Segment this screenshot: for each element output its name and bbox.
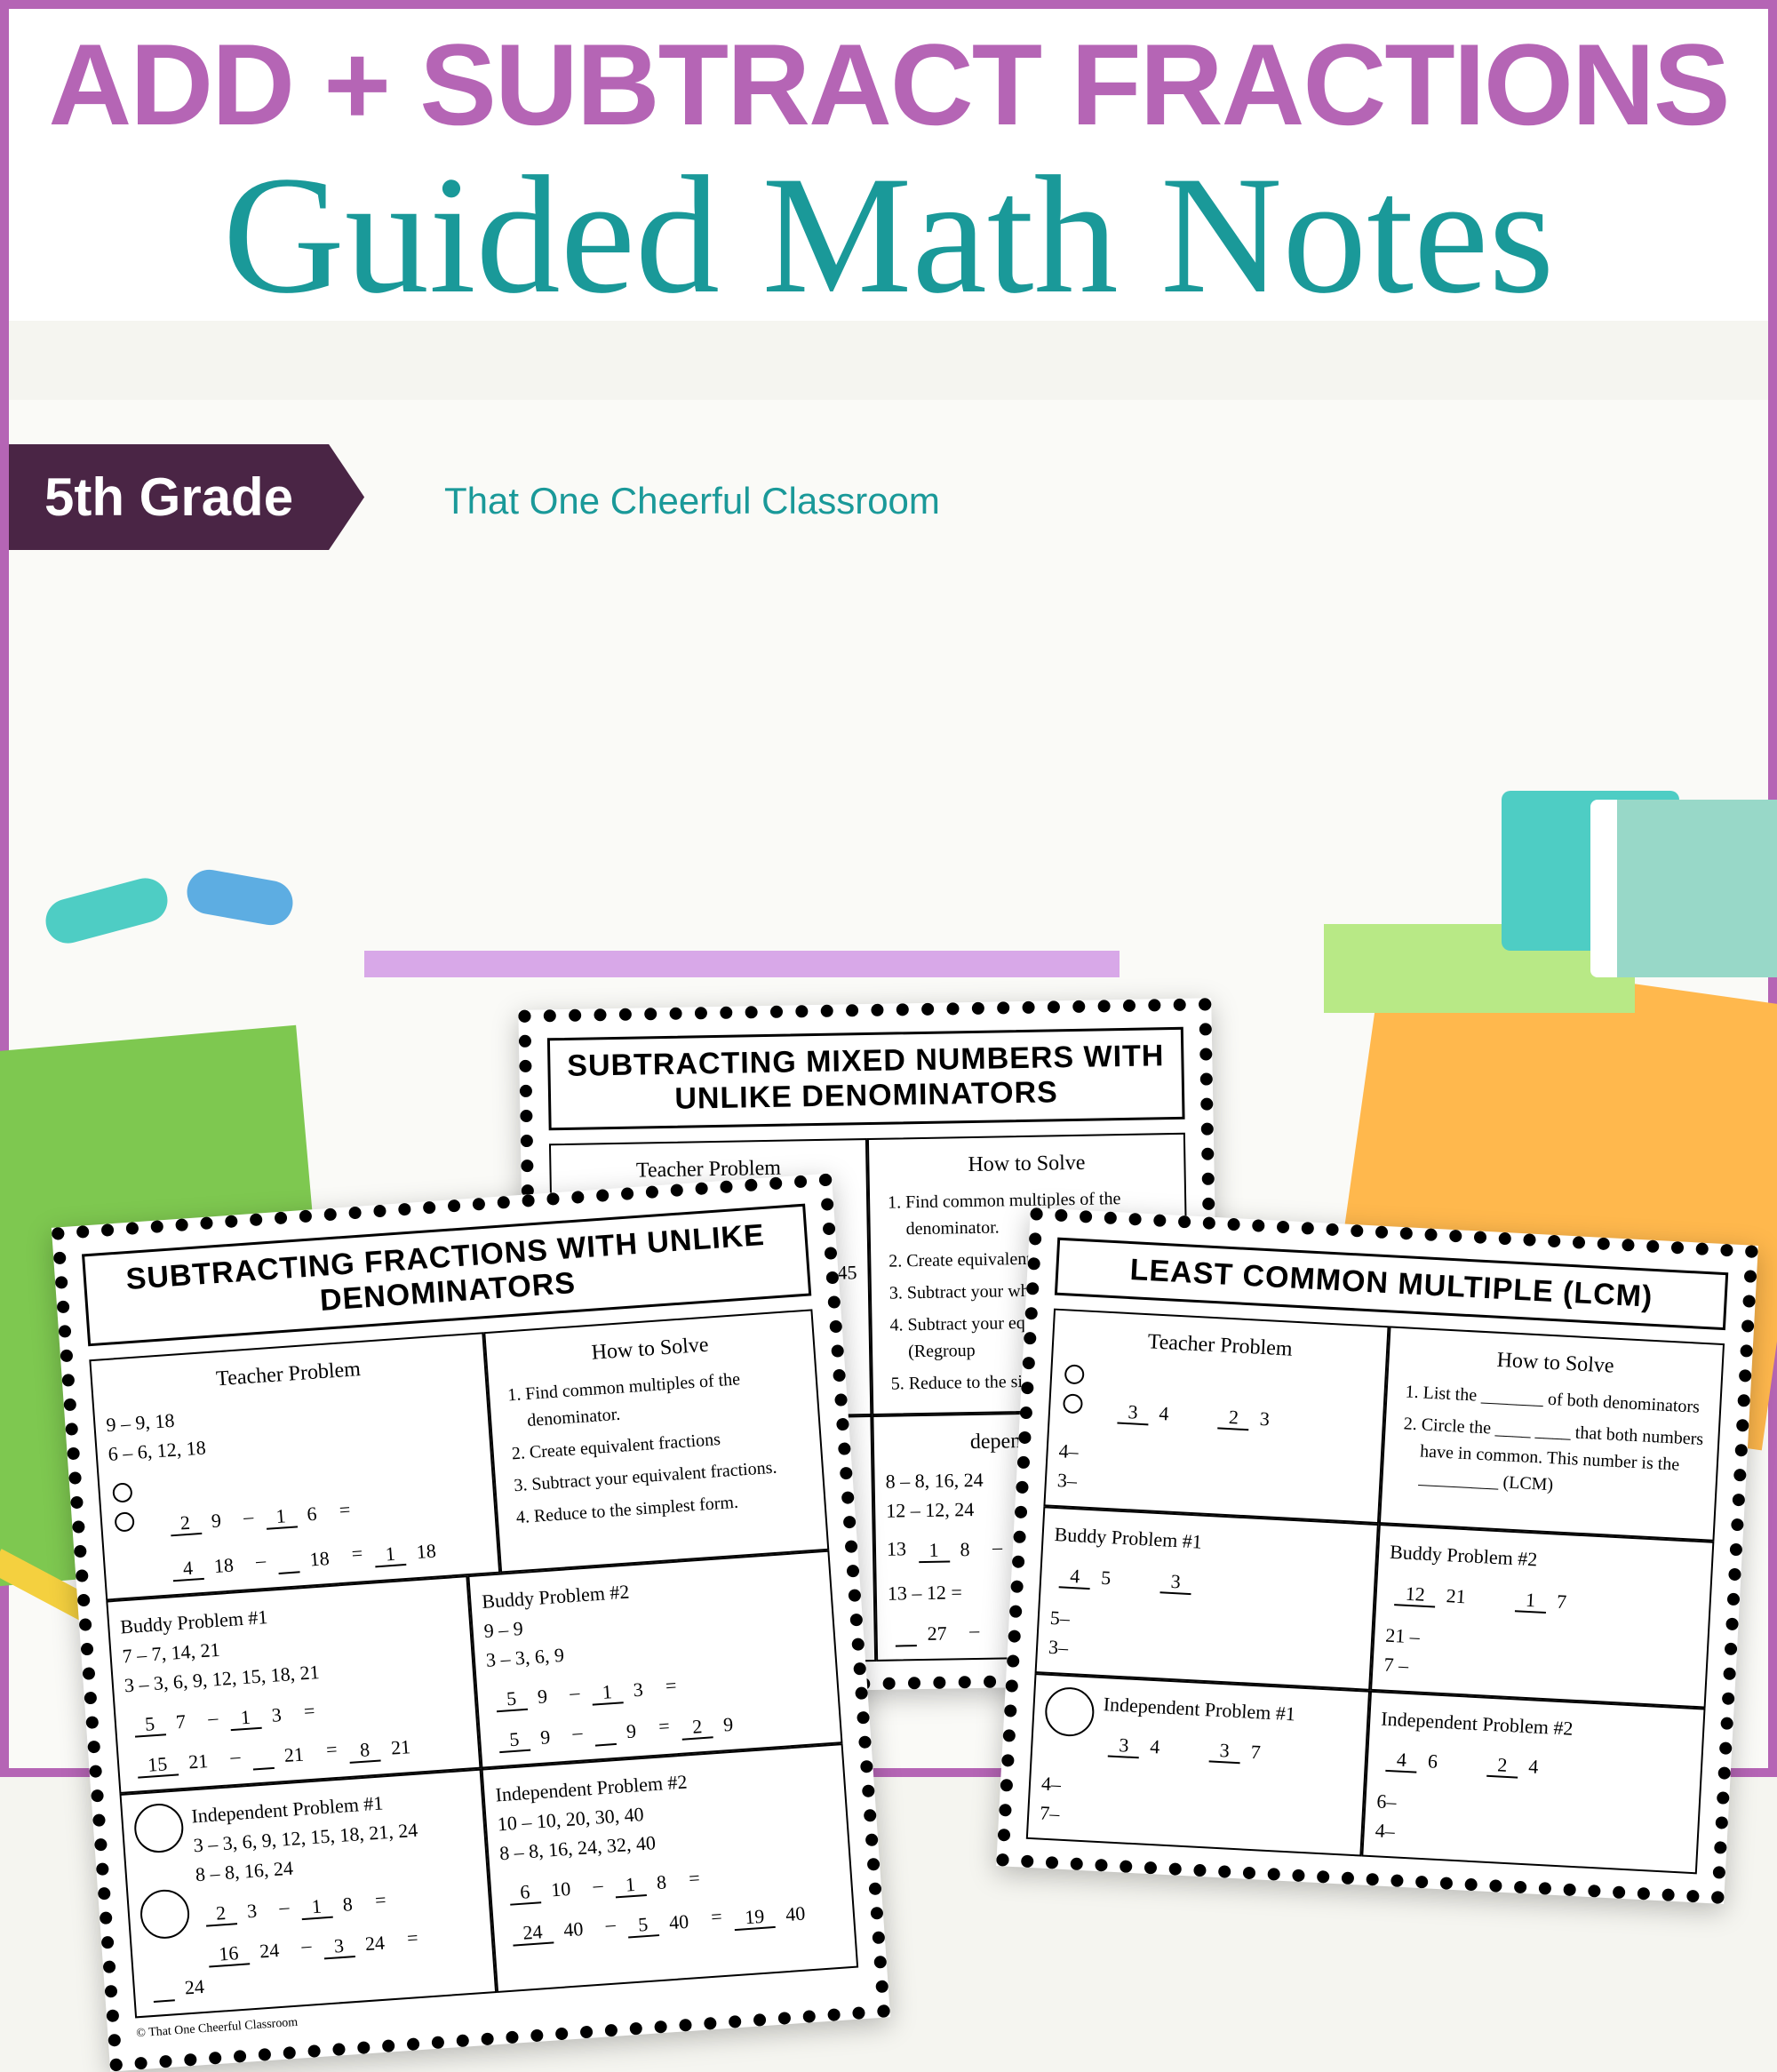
ws3-teacher-cell: Teacher Problem 34 23 4– 3– — [1043, 1309, 1389, 1525]
teal-marker-prop — [41, 873, 172, 949]
face-icon-1 — [132, 1802, 185, 1854]
ws3-step2: Circle the ____ ____ that both numbers h… — [1418, 1411, 1708, 1506]
ws1-ind2-cell: Independent Problem #2 10 – 10, 20, 30, … — [481, 1743, 858, 1993]
brand-label: That One Cheerful Classroom — [444, 480, 940, 522]
purple-bar-prop — [364, 951, 1120, 977]
ws3-b1-label: Buddy Problem #1 — [1054, 1519, 1366, 1565]
ws3-ind2-cell: Independent Problem #2 46 24 6– 4– — [1361, 1691, 1705, 1875]
ws1-buddy1-cell: Buddy Problem #1 7 – 7, 14, 21 3 – 3, 6,… — [106, 1575, 481, 1794]
grade-badge: 5th Grade — [9, 444, 364, 550]
title-main: ADD + SUBTRACT FRACTIONS — [9, 27, 1768, 142]
eyes-icon-2 — [1062, 1362, 1108, 1391]
worksheet-lcm: LEAST COMMON MULTIPLE (LCM) Teacher Prob… — [996, 1207, 1758, 1904]
worksheet-subtract-fractions: SUBTRACTING FRACTIONS WITH UNLIKE DENOMI… — [52, 1173, 890, 2071]
ws2-howto-label: How to Solve — [880, 1145, 1174, 1183]
ws3-ind1-cell: Independent Problem #1 34 37 4– 7– — [1026, 1673, 1370, 1857]
desk-surface: SUBTRACTING MIXED NUMBERS WITH UNLIKE DE… — [9, 400, 1768, 1768]
ws2-title: SUBTRACTING MIXED NUMBERS WITH UNLIKE DE… — [547, 1027, 1185, 1130]
ws3-howto-cell: How to Solve List the _______ of both de… — [1379, 1326, 1725, 1542]
ws3-i2-label: Independent Problem #2 — [1381, 1703, 1693, 1749]
face-icon-3 — [1044, 1686, 1096, 1738]
ws3-buddy2-cell: Buddy Problem #2 1221 17 21 – 7 – — [1370, 1525, 1714, 1709]
ws3-teacher-label: Teacher Problem — [1064, 1321, 1375, 1369]
ws1-howto-cell: How to Solve Find common multiples of th… — [483, 1309, 829, 1573]
eyes-icon — [110, 1478, 156, 1508]
title-sub: Guided Math Notes — [9, 160, 1768, 312]
face-icon-2 — [139, 1888, 191, 1941]
ws1-ind1-cell: Independent Problem #1 3 – 3, 6, 9, 12, … — [119, 1768, 497, 2018]
header: ADD + SUBTRACT FRACTIONS Guided Math Not… — [9, 9, 1768, 321]
ws1-buddy2-cell: Buddy Problem #2 9 – 9 3 – 3, 6, 9 59 – … — [467, 1550, 842, 1769]
ws3-buddy1-cell: Buddy Problem #1 45 3 5– 3– — [1035, 1507, 1379, 1691]
ws1-teacher-cell: Teacher Problem 9 – 9, 18 6 – 6, 12, 18 … — [89, 1332, 500, 1600]
blue-marker-prop — [184, 866, 297, 928]
ws3-b2-label: Buddy Problem #2 — [1389, 1537, 1701, 1582]
spiral-notebook-prop — [1590, 800, 1777, 977]
